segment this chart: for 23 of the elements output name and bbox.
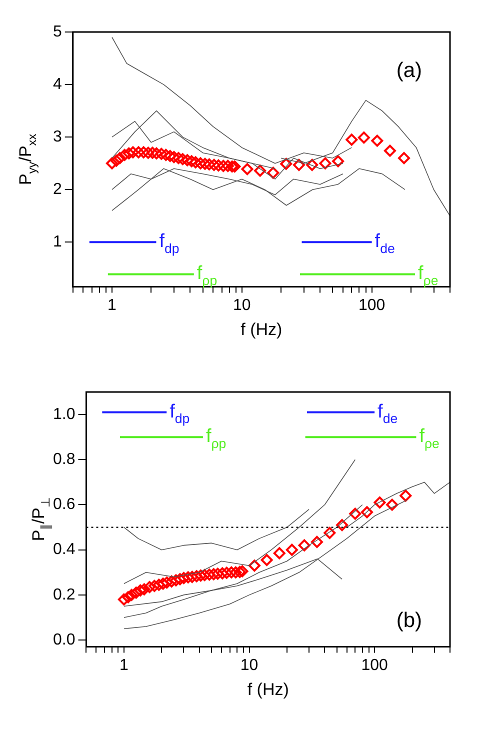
x-tick-label: 10 [240, 656, 258, 674]
x-axis-title: f (Hz) [240, 320, 282, 339]
x-tick-label: 10 [233, 296, 251, 314]
y-tick-label: 3 [52, 128, 62, 146]
x-axis-title: f (Hz) [247, 680, 289, 699]
y-tick-label: 5 [52, 23, 62, 40]
y-tick-label: 0.0 [52, 631, 76, 648]
y-axis-title: P∥/P⊥ [29, 498, 52, 542]
y-tick-label: 1.0 [52, 406, 76, 423]
x-tick-label: 1 [108, 296, 117, 314]
y-tick-label: 1 [52, 234, 62, 251]
annotation: (b) [396, 608, 422, 632]
y-tick-label: 0.8 [52, 451, 76, 468]
y-tick-label: 4 [52, 76, 62, 93]
x-tick-label: 1 [120, 656, 129, 674]
y-axis-title: Pyy/Pxx [16, 134, 39, 185]
y-tick-label: 0.2 [52, 586, 76, 604]
y-tick-label: 0.4 [52, 541, 76, 558]
y-tick-label: 2 [52, 181, 62, 198]
x-tick-label: 100 [361, 656, 388, 674]
x-tick-label: 100 [358, 296, 386, 314]
y-tick-label: 0.6 [52, 496, 76, 514]
annotation: (a) [396, 59, 422, 82]
